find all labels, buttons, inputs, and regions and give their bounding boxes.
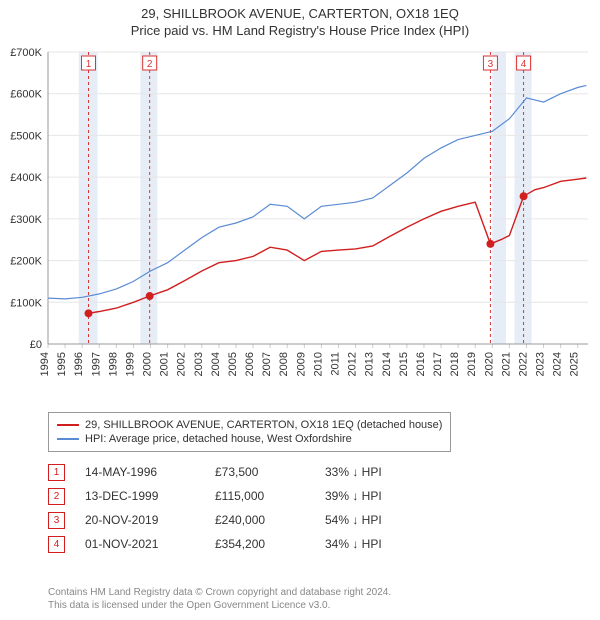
legend-label-property: 29, SHILLBROOK AVENUE, CARTERTON, OX18 1…: [85, 418, 442, 432]
svg-text:2001: 2001: [159, 352, 171, 376]
svg-text:2015: 2015: [398, 352, 410, 376]
tx-price: £354,200: [215, 537, 305, 551]
table-row: 2 13-DEC-1999 £115,000 39% ↓ HPI: [48, 484, 415, 508]
tx-date: 01-NOV-2021: [85, 537, 195, 551]
title-subtitle: Price paid vs. HM Land Registry's House …: [0, 23, 600, 38]
tx-price: £73,500: [215, 465, 305, 479]
tx-pct: 34% ↓ HPI: [325, 537, 415, 551]
tx-price: £115,000: [215, 489, 305, 503]
svg-text:3: 3: [488, 59, 494, 70]
svg-text:1: 1: [86, 59, 92, 70]
tx-marker-icon: 3: [48, 512, 65, 529]
svg-text:2025: 2025: [569, 352, 581, 376]
tx-date: 14-MAY-1996: [85, 465, 195, 479]
svg-text:2007: 2007: [261, 352, 273, 376]
svg-text:2017: 2017: [432, 352, 444, 376]
svg-text:4: 4: [521, 59, 527, 70]
svg-text:2024: 2024: [552, 352, 564, 376]
svg-text:£400K: £400K: [10, 172, 42, 184]
svg-text:£700K: £700K: [10, 47, 42, 59]
svg-text:2000: 2000: [142, 352, 154, 376]
svg-text:2022: 2022: [517, 352, 529, 376]
legend-row-hpi: HPI: Average price, detached house, West…: [57, 432, 442, 446]
table-row: 4 01-NOV-2021 £354,200 34% ↓ HPI: [48, 532, 415, 556]
svg-text:2006: 2006: [244, 352, 256, 376]
copyright-line: Contains HM Land Registry data © Crown c…: [48, 586, 391, 599]
svg-text:2012: 2012: [347, 352, 359, 376]
chart-titles: 29, SHILLBROOK AVENUE, CARTERTON, OX18 1…: [0, 0, 600, 38]
svg-text:1998: 1998: [107, 352, 119, 376]
transactions-table: 1 14-MAY-1996 £73,500 33% ↓ HPI 2 13-DEC…: [48, 460, 415, 556]
svg-text:1999: 1999: [124, 352, 136, 376]
svg-text:2013: 2013: [364, 352, 376, 376]
tx-marker-icon: 4: [48, 536, 65, 553]
svg-text:2002: 2002: [176, 352, 188, 376]
tx-date: 13-DEC-1999: [85, 489, 195, 503]
tx-price: £240,000: [215, 513, 305, 527]
svg-text:2014: 2014: [381, 352, 393, 376]
tx-marker-icon: 1: [48, 464, 65, 481]
legend-label-hpi: HPI: Average price, detached house, West…: [85, 432, 352, 446]
svg-text:£100K: £100K: [10, 297, 42, 309]
svg-text:£300K: £300K: [10, 214, 42, 226]
svg-text:2003: 2003: [193, 352, 205, 376]
svg-text:2020: 2020: [483, 352, 495, 376]
svg-text:2010: 2010: [312, 352, 324, 376]
table-row: 1 14-MAY-1996 £73,500 33% ↓ HPI: [48, 460, 415, 484]
tx-marker-icon: 2: [48, 488, 65, 505]
tx-pct: 33% ↓ HPI: [325, 465, 415, 479]
copyright: Contains HM Land Registry data © Crown c…: [48, 586, 391, 612]
line-chart: £0 £100K £200K £300K £400K £500K £600K £700K 199…: [0, 44, 600, 404]
tx-pct: 39% ↓ HPI: [325, 489, 415, 503]
svg-text:2019: 2019: [466, 352, 478, 376]
legend: 29, SHILLBROOK AVENUE, CARTERTON, OX18 1…: [48, 412, 451, 452]
svg-text:1997: 1997: [90, 352, 102, 376]
svg-text:£0: £0: [30, 339, 42, 351]
svg-text:£600K: £600K: [10, 89, 42, 101]
chart-area: £0 £100K £200K £300K £400K £500K £600K £700K 199…: [0, 44, 600, 404]
svg-text:1995: 1995: [56, 352, 68, 376]
svg-text:2016: 2016: [415, 352, 427, 376]
legend-row-property: 29, SHILLBROOK AVENUE, CARTERTON, OX18 1…: [57, 418, 442, 432]
tx-pct: 54% ↓ HPI: [325, 513, 415, 527]
tx-date: 20-NOV-2019: [85, 513, 195, 527]
svg-text:2018: 2018: [449, 352, 461, 376]
svg-text:2004: 2004: [210, 352, 222, 376]
svg-text:£500K: £500K: [10, 130, 42, 142]
svg-text:2008: 2008: [278, 352, 290, 376]
svg-text:2005: 2005: [227, 352, 239, 376]
legend-swatch-property: [57, 424, 79, 426]
copyright-line: This data is licensed under the Open Gov…: [48, 599, 391, 612]
svg-text:2023: 2023: [535, 352, 547, 376]
svg-text:1996: 1996: [73, 352, 85, 376]
svg-text:£200K: £200K: [10, 256, 42, 268]
svg-text:2: 2: [147, 59, 153, 70]
legend-swatch-hpi: [57, 438, 79, 440]
svg-text:2009: 2009: [295, 352, 307, 376]
svg-text:2021: 2021: [500, 352, 512, 376]
table-row: 3 20-NOV-2019 £240,000 54% ↓ HPI: [48, 508, 415, 532]
title-address: 29, SHILLBROOK AVENUE, CARTERTON, OX18 1…: [0, 6, 600, 21]
svg-text:2011: 2011: [330, 352, 342, 376]
svg-text:1994: 1994: [39, 352, 51, 376]
